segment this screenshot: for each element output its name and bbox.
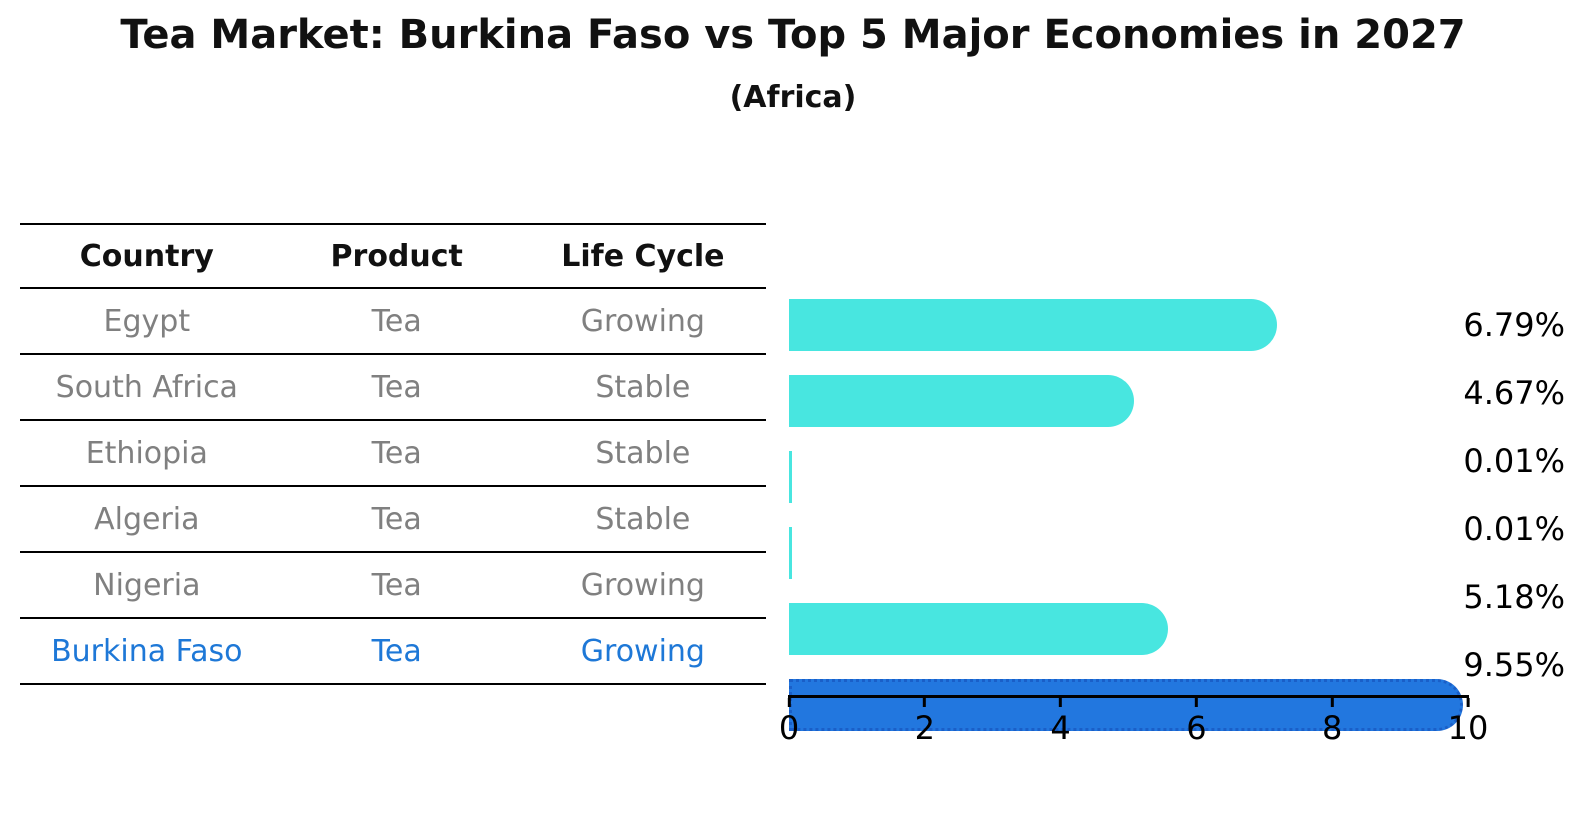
x-tick-label: 10 (1447, 709, 1489, 747)
bar-south-africa (789, 375, 1134, 427)
cell-life-cycle: Growing (580, 567, 705, 603)
cell-product: Tea (371, 435, 422, 471)
value-label-column: 6.79% 4.67% 0.01% 0.01% 5.18% 9.55% (1458, 291, 1565, 699)
bar-nigeria (789, 603, 1168, 655)
value-label: 5.18% (1463, 578, 1565, 616)
bar-burkina-faso (789, 679, 1463, 731)
cell-product: Tea (371, 369, 422, 405)
cell-product: Tea (371, 303, 422, 339)
cell-life-cycle: Stable (595, 369, 691, 405)
table-row-highlighted: Burkina Faso Tea Growing (20, 619, 766, 685)
table-row: South Africa Tea Stable (20, 355, 766, 421)
chart-title: Tea Market: Burkina Faso vs Top 5 Major … (120, 12, 1466, 58)
cell-product: Tea (371, 633, 422, 669)
cell-life-cycle: Stable (595, 501, 691, 537)
x-tick-label: 4 (1050, 709, 1071, 747)
value-label: 4.67% (1463, 374, 1565, 412)
x-tick-label: 8 (1322, 709, 1343, 747)
value-label: 9.55% (1463, 646, 1565, 684)
tick-mark (1059, 698, 1063, 707)
bar-algeria (789, 527, 792, 579)
value-label: 0.01% (1463, 510, 1565, 548)
cell-country: Burkina Faso (51, 633, 243, 669)
table-header-row: Country Product Life Cycle (20, 225, 766, 289)
value-label: 0.01% (1463, 442, 1565, 480)
cell-country: Nigeria (93, 567, 201, 603)
cell-country: Egypt (103, 303, 191, 339)
bar-egypt (789, 299, 1277, 351)
tick-mark (1330, 698, 1334, 707)
tick-mark (1194, 698, 1198, 707)
cell-product: Tea (371, 567, 422, 603)
column-header-product: Product (330, 238, 463, 274)
table-row: Nigeria Tea Growing (20, 553, 766, 619)
x-axis: 0 2 4 6 8 10 (779, 695, 1488, 755)
table-row: Egypt Tea Growing (20, 289, 766, 355)
cell-product: Tea (371, 501, 422, 537)
cell-life-cycle: Stable (595, 435, 691, 471)
country-table: Country Product Life Cycle Egypt Tea Gro… (20, 223, 766, 685)
cell-life-cycle: Growing (580, 303, 705, 339)
x-tick-label: 0 (778, 709, 800, 747)
x-tick-label: 6 (1186, 709, 1207, 747)
cell-life-cycle: Growing (580, 633, 705, 669)
chart-subtitle: (Africa) (729, 80, 857, 115)
x-tick-label: 2 (914, 709, 935, 747)
tick-mark (1466, 698, 1470, 707)
table-row: Ethiopia Tea Stable (20, 421, 766, 487)
tick-mark (923, 698, 927, 707)
x-axis-line (788, 695, 1469, 698)
cell-country: Ethiopia (85, 435, 208, 471)
bar-plot-area (789, 291, 1468, 731)
cell-country: South Africa (55, 369, 238, 405)
value-label: 6.79% (1463, 306, 1565, 344)
column-header-life-cycle: Life Cycle (561, 238, 725, 274)
table-row: Algeria Tea Stable (20, 487, 766, 553)
tick-mark (787, 698, 791, 707)
bar-ethiopia (789, 451, 792, 503)
cell-country: Algeria (94, 501, 200, 537)
column-header-country: Country (79, 238, 214, 274)
